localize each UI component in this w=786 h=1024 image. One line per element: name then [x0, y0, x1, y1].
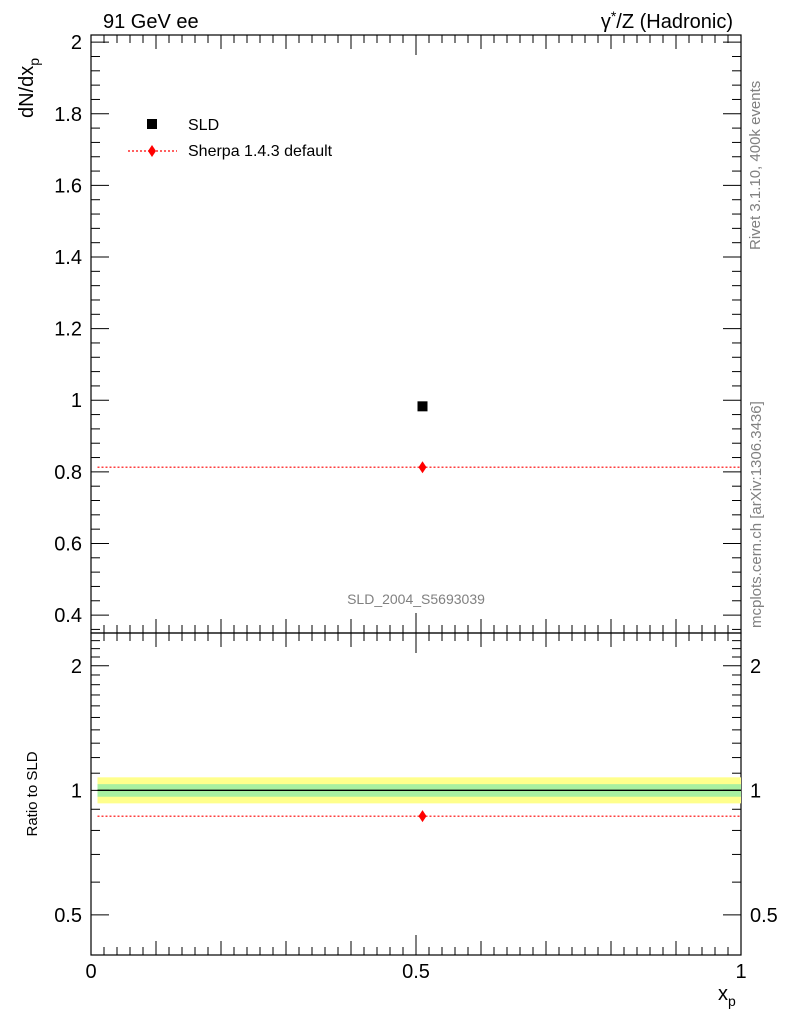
- main-y-tick-label: 1.4: [54, 247, 82, 269]
- x-axis-label: xp: [718, 983, 736, 1009]
- main-y-tick-label: 0.8: [54, 462, 82, 484]
- sherpa-point-main: [418, 461, 427, 474]
- chart-marks: [97, 401, 741, 823]
- rivet-label: Rivet 3.1.10, 400k events: [747, 81, 764, 250]
- x-ticks: 0 0.5 1: [85, 35, 747, 983]
- legend-label-sherpa: Sherpa 1.4.3 default: [188, 143, 333, 160]
- x-tick-label: 0: [85, 961, 96, 983]
- legend-label-sld: SLD: [188, 117, 219, 134]
- main-y-tick-label: 1.8: [54, 104, 82, 126]
- main-y-tick-label: 1.2: [54, 319, 82, 341]
- main-y-tick-label: 1: [71, 390, 82, 412]
- y-axis-label-main: dN/dxp: [16, 58, 42, 118]
- ratio-y-tick-label: 2: [71, 656, 82, 678]
- ratio-y-tick-label-right: 1: [750, 780, 761, 802]
- legend-marker-sld: [147, 119, 157, 129]
- ratio-y-ticks: 0.5 0.5 1 1 2 2: [54, 640, 778, 956]
- sld-data-point: [417, 401, 428, 412]
- main-y-tick-label: 0.4: [54, 605, 82, 627]
- legend-marker-sherpa: [148, 145, 156, 157]
- header-left: 91 GeV ee: [103, 11, 199, 33]
- main-y-tick-label: 0.6: [54, 533, 82, 555]
- analysis-id: SLD_2004_S5693039: [347, 591, 485, 607]
- main-y-tick-label: 1.6: [54, 175, 82, 197]
- main-y-ticks: 0.4 0.6 0.8 1 1.2 1.4 1.6 1.8 2: [54, 32, 741, 630]
- legend: SLD Sherpa 1.4.3 default: [128, 117, 333, 160]
- x-tick-label: 1: [735, 961, 746, 983]
- sherpa-point-ratio: [418, 810, 427, 823]
- y-axis-label-ratio: Ratio to SLD: [24, 751, 41, 836]
- ratio-y-tick-label: 0.5: [54, 905, 82, 927]
- ratio-y-tick-label: 1: [71, 780, 82, 802]
- header-right: γ*/Z (Hadronic): [601, 8, 733, 33]
- mcplots-label: mcplots.cern.ch [arXiv:1306.3436]: [748, 401, 765, 628]
- main-y-tick-label: 2: [71, 32, 82, 54]
- ratio-y-tick-label-right: 2: [750, 656, 761, 678]
- x-tick-label: 0.5: [402, 961, 430, 983]
- ratio-y-tick-label-right: 0.5: [750, 905, 778, 927]
